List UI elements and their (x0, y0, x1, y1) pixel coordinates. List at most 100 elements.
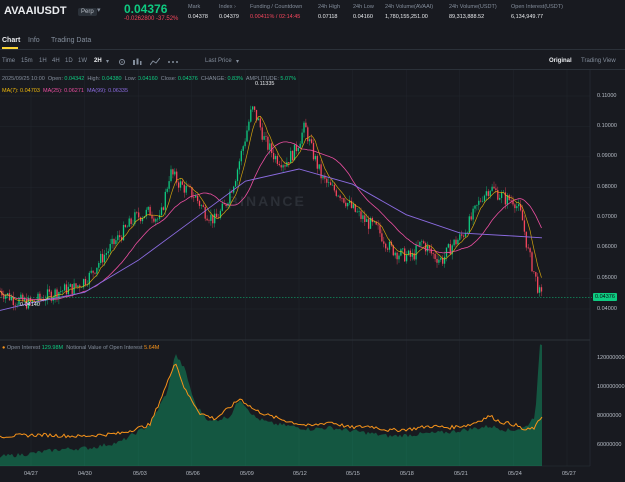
stat-oi-label: Open Interest(USDT) (511, 4, 563, 10)
candle-body (432, 253, 434, 255)
candle-body (136, 212, 138, 213)
candle-body (512, 200, 514, 205)
candle-body (77, 285, 79, 287)
close-value: 0.04376 (177, 76, 198, 82)
view-original[interactable]: Original (549, 58, 572, 64)
notional-line (0, 363, 543, 439)
tf-time[interactable]: Time (2, 58, 16, 64)
candle-body (252, 106, 254, 110)
tf-15m[interactable]: 15m (21, 58, 33, 64)
view-trading-view[interactable]: Trading View (581, 58, 616, 64)
candle-body (472, 208, 474, 220)
candle-body (202, 205, 204, 207)
close-label: Close: (160, 76, 177, 82)
oi-dot-icon: ● (2, 345, 6, 351)
price-source-select[interactable]: Last Price (205, 58, 232, 64)
candle-body (347, 202, 349, 207)
candle-body (405, 254, 408, 262)
x-tick: 05/27 (562, 471, 576, 477)
candle-body (451, 245, 453, 255)
candle-body (10, 296, 13, 301)
candle-body (461, 234, 463, 236)
candle-body (443, 256, 446, 264)
candle-body (261, 127, 263, 140)
candle-body (181, 181, 184, 185)
candle-body (115, 240, 117, 245)
candle-body (478, 200, 480, 205)
candle-body (111, 238, 113, 244)
stat-oi-value: 6,134,949.77 (511, 14, 544, 20)
tab-chart[interactable]: Chart (2, 37, 21, 44)
candle-body (238, 161, 241, 170)
candle-body (419, 241, 421, 246)
candle-body (320, 164, 322, 179)
x-tick: 05/03 (133, 471, 147, 477)
candle-body (231, 191, 233, 193)
candle-body (174, 171, 176, 175)
candle-body (109, 243, 111, 252)
stat-index-label[interactable]: Index › (219, 4, 236, 10)
candle-body (170, 169, 172, 182)
oi-value: 129.98M (41, 345, 64, 351)
low-marker-line (39, 297, 51, 302)
candle-body (185, 185, 187, 193)
candle-body (379, 225, 381, 234)
tf-more-icon[interactable]: ▾ (106, 59, 110, 65)
candle-body (345, 202, 347, 207)
candle-body (396, 252, 398, 260)
candle-body (234, 181, 237, 187)
candle-body (149, 206, 151, 216)
high-marker: 0.11335 (255, 81, 275, 87)
tab-trading-data[interactable]: Trading Data (51, 37, 92, 44)
tf-1h[interactable]: 1H (39, 58, 47, 64)
x-tick: 05/09 (240, 471, 254, 477)
candle-body (84, 279, 87, 285)
candle-body (462, 235, 465, 237)
candle-body (208, 220, 210, 221)
ma25-line (0, 141, 542, 301)
candle-body (305, 122, 307, 128)
chart-type-icon[interactable] (132, 58, 142, 68)
price-tick: 0.10000 (597, 123, 617, 129)
candle-body (160, 207, 163, 216)
candle-body (221, 203, 223, 211)
tf-4h[interactable]: 4H (52, 58, 60, 64)
oi-label: Open Interest (6, 345, 41, 351)
tf-1w[interactable]: 1W (78, 58, 87, 64)
more-options-icon[interactable] (167, 58, 179, 68)
candle-body (440, 257, 442, 260)
candle-body (79, 285, 81, 288)
stat-high-label: 24h High (318, 4, 341, 10)
ma7-value: 0.04703 (20, 88, 40, 94)
candle-body (290, 150, 292, 164)
high-value: 0.04380 (101, 76, 122, 82)
candle-body (392, 245, 394, 256)
settings-icon[interactable] (118, 58, 126, 68)
watermark: BINANCE (228, 193, 306, 209)
ma25-value: 0.06271 (64, 88, 84, 94)
tab-info[interactable]: Info (28, 37, 40, 44)
candle-body (246, 130, 248, 142)
candle-body (495, 188, 497, 191)
candle-body (485, 191, 488, 196)
tf-2h[interactable]: 2H (94, 58, 102, 64)
price-tick: 0.08000 (597, 184, 617, 190)
candle-body (335, 190, 337, 196)
candle-body (291, 150, 294, 161)
symbol-name[interactable]: AVAAIUSDT (4, 5, 67, 17)
tf-1d[interactable]: 1D (65, 58, 73, 64)
candle-body (162, 207, 165, 210)
perp-badge: Perp (78, 8, 97, 16)
ma99-line (0, 168, 543, 311)
price-source-chevron-icon[interactable]: ▾ (236, 59, 240, 65)
candle-body (453, 239, 455, 246)
symbol-dropdown-icon[interactable]: ▾ (97, 7, 101, 14)
stat-index-value: 0.04379 (219, 14, 239, 20)
candle-body (314, 156, 317, 160)
candle-body (117, 235, 119, 241)
candle-body (105, 253, 108, 255)
candle-body (489, 190, 491, 196)
indicators-icon[interactable] (149, 57, 161, 68)
candle-body (504, 192, 507, 205)
